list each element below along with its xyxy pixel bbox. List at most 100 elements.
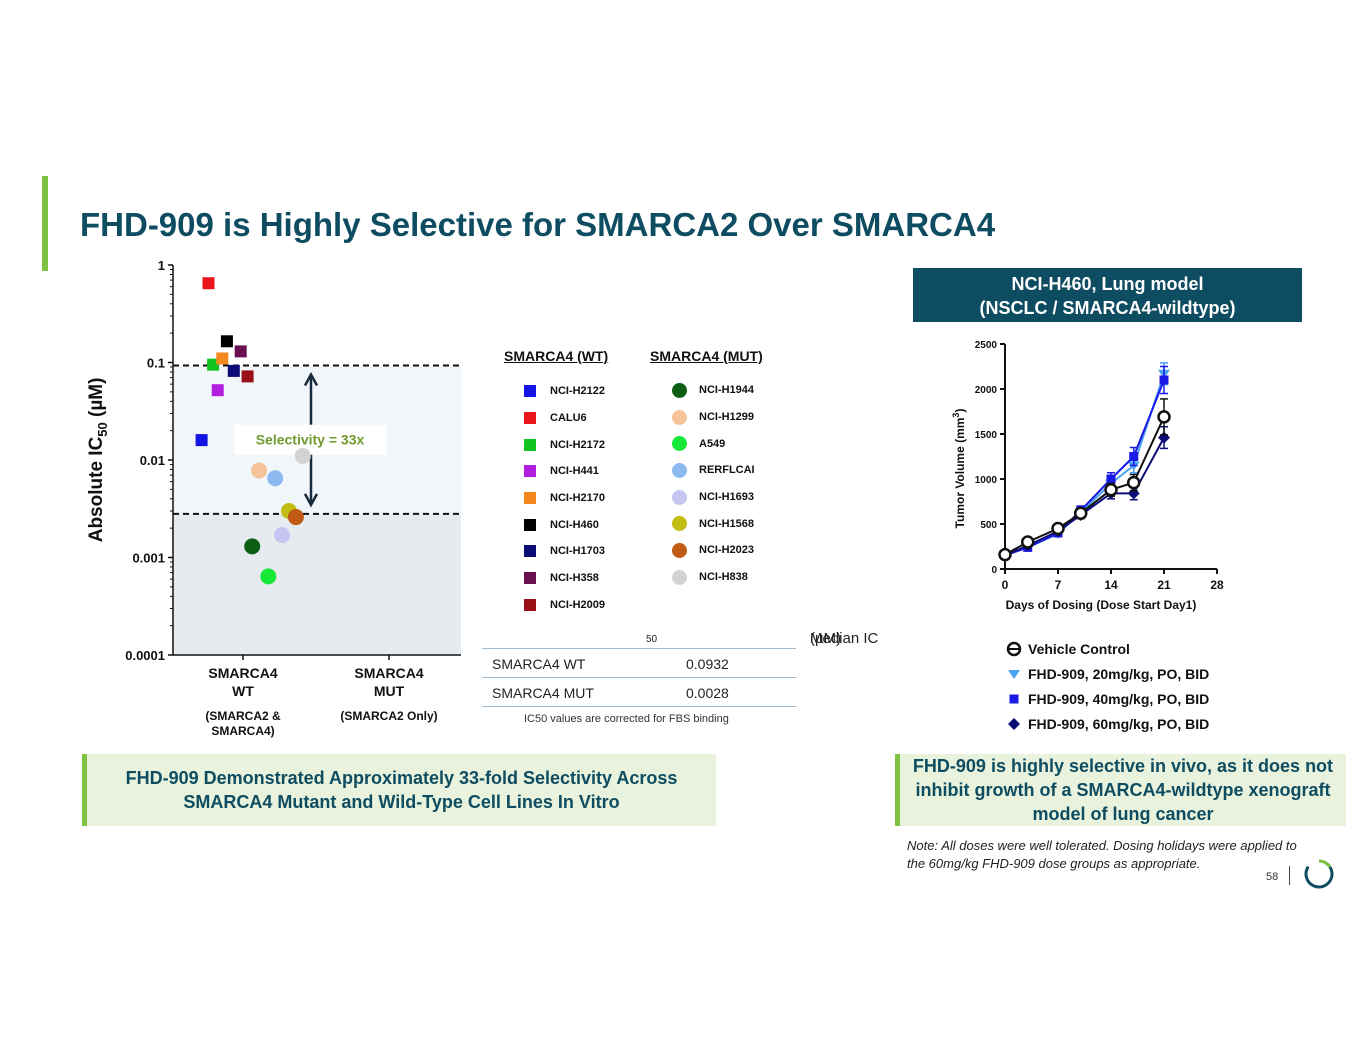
data-point-marker [998,547,1012,562]
legend-label: NCI-H2172 [550,438,606,451]
wt-point-nci-h441 [211,384,224,397]
xenograft-legend-item: FHD-909, 60mg/kg, PO, BID [1006,711,1209,736]
row-label: SMARCA4 MUT [492,685,594,701]
xg-ylabel-end: ) [953,409,967,413]
legend-mut-header: SMARCA4 (MUT) [650,348,763,364]
in-vitro-callout: FHD-909 Demonstrated Approximately 33-fo… [82,754,716,826]
wt-point-nci-h1703 [227,364,240,377]
title-accent-bar [42,176,48,271]
xenograft-legend-label: FHD-909, 20mg/kg, PO, BID [1028,665,1210,682]
table-row: SMARCA4 WT 0.0932 [482,648,796,677]
median-header-prefix: Median IC [810,630,879,647]
legend-item: CALU6 [524,405,605,432]
legend-label: NCI-H2170 [550,492,606,505]
scatter-category-labels: SMARCA4 WT (SMARCA2 &SMARCA4) SMARCA4 MUT (SM… [205,665,437,738]
xenograft-legend-item: FHD-909, 20mg/kg, PO, BID [1006,661,1209,686]
company-logo-ring-icon [1304,859,1334,889]
legend-item: NCI-H1944 [672,377,755,404]
mut-point-nci-h1944 [244,538,261,555]
mut-point-nci-h1693 [274,527,291,544]
legend-item: A549 [672,430,755,457]
legend-swatch-square [524,545,536,558]
legend-item: NCI-H460 [524,511,605,538]
legend-label: NCI-H460 [550,518,599,531]
xenograft-legend-label: Vehicle Control [1028,640,1130,657]
legend-item: NCI-H2122 [524,378,605,405]
xenograft-legend-item: FHD-909, 40mg/kg, PO, BID [1006,686,1209,711]
xenograft-axes: 0 500 1000 1500 2000 2500 0 7 14 21 28 [975,340,1224,592]
wt-point-nci-h2009 [241,370,254,383]
mut-point-nci-h2023 [287,509,304,526]
category-label-line1: SMARCA4 [354,665,423,681]
y-tick-label: 0.0001 [125,648,165,663]
legend-item: NCI-H441 [524,458,605,485]
wt-point-calu6 [202,277,215,290]
legend-label: NCI-H2009 [550,598,606,611]
ic50-scatter-chart: 1 0.1 0.01 0.001 0.0001 Selectivity = 33x SM… [125,258,461,738]
data-point-marker [1073,506,1088,520]
selectivity-label: Selectivity = 33x [256,432,365,448]
median-header-text: Median IC 50 (µM) [646,625,878,647]
category-sub-line1: (SMARCA2 Only) [340,709,437,723]
legend-item: NCI-H1299 [672,404,755,431]
xenograft-y-axis-label: Tumor Volume (mm3) [951,409,967,529]
xg-ylabel-main: Tumor Volume (mm [953,418,967,529]
xenograft-legend-label: FHD-909, 60mg/kg, PO, BID [1028,715,1210,732]
legend-label: NCI-H1568 [699,517,755,530]
wt-point-nci-h2122 [195,434,208,447]
scatter-axes: 1 0.1 0.01 0.001 0.0001 [125,258,461,663]
data-point-marker [1106,474,1116,484]
xg-x-tick-label: 7 [1055,578,1062,592]
legend-marker-triangle-icon [1008,669,1020,679]
wt-point-nci-h358 [234,345,247,358]
legend-label: NCI-H1693 [699,491,755,504]
legend-label: NCI-H2122 [550,385,606,398]
legend-item: NCI-H1703 [524,538,605,565]
data-point-marker [1159,375,1169,385]
data-point-marker [1104,483,1118,497]
xg-x-tick-label: 21 [1157,578,1171,592]
xg-y-tick-label: 500 [980,520,997,531]
legend-item: NCI-H2023 [672,537,755,564]
legend-swatch-circle [672,409,687,425]
legend-swatch-square [524,385,536,398]
xenograft-legend-item: Vehicle Control [1006,636,1209,661]
legend-label: NCI-H1299 [699,411,755,424]
mut-point-a549 [260,568,277,585]
xenograft-x-axis-label: Days of Dosing (Dose Start Day1) [1006,598,1197,612]
legend-swatch-square [524,598,536,611]
category-label-line2: WT [232,683,254,699]
legend-swatch-circle [672,542,687,558]
series-circle [998,398,1171,562]
xg-x-tick-label: 14 [1104,578,1118,592]
legend-label: NCI-H358 [550,572,599,585]
xenograft-title-box: NCI-H460, Lung model (NSCLC / SMARCA4-wi… [913,268,1302,322]
legend-marker-circle-icon [1006,641,1022,656]
median-header-suffix: (µM) [810,630,842,647]
series-line [1004,373,1165,556]
legend-symbol [1008,717,1020,730]
xenograft-series [998,362,1171,562]
legend-swatch-square [524,438,536,451]
xg-x-tick-label: 0 [1002,578,1009,592]
category-label-line1: SMARCA4 [208,665,277,681]
xg-y-tick-label: 1500 [975,430,998,441]
legend-item: NCI-H358 [524,565,605,592]
arrow-head-down [303,493,319,508]
legend-swatch-square [524,518,536,531]
legend-swatch-square [524,465,536,478]
in-vivo-callout-text: FHD-909 is highly selective in vivo, as … [912,756,1334,824]
median-threshold-lines [173,364,461,515]
row-value: 0.0932 [686,656,729,672]
data-point-marker [1020,535,1035,549]
mut-point-nci-h838 [294,447,311,464]
data-point-marker [1157,410,1171,424]
legend-circle [1006,641,1022,656]
legend-wt-list: NCI-H2122 CALU6 NCI-H2172 NCI-H441 NCI-H2170… [524,378,605,618]
data-point-marker [1051,521,1065,536]
legend-item: NCI-H2172 [524,431,605,458]
legend-wt-header: SMARCA4 (WT) [504,348,609,364]
median-header-sub: 50 [646,634,658,645]
in-vitro-callout-text: FHD-909 Demonstrated Approximately 33-fo… [125,768,678,812]
data-point-marker [1126,475,1141,490]
